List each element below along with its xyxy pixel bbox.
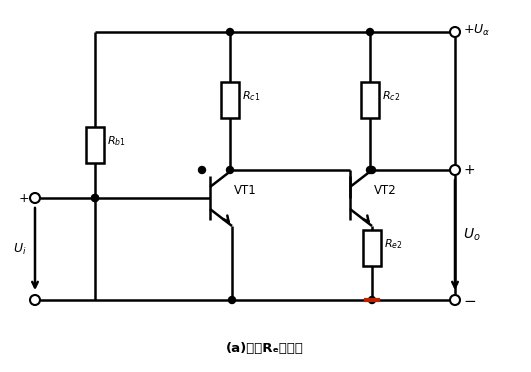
Bar	[361, 82, 379, 118]
Circle shape	[369, 167, 375, 173]
Circle shape	[450, 165, 460, 175]
Circle shape	[366, 29, 373, 35]
Text: VT1: VT1	[234, 183, 257, 196]
Circle shape	[228, 296, 236, 304]
Bar	[221, 82, 239, 118]
Text: VT2: VT2	[374, 183, 397, 196]
Circle shape	[199, 167, 205, 173]
Text: $R_{c1}$: $R_{c1}$	[242, 89, 260, 103]
Circle shape	[91, 195, 98, 202]
Text: $+$: $+$	[19, 192, 30, 205]
Text: $-$: $-$	[463, 292, 476, 308]
Circle shape	[450, 295, 460, 305]
Text: $U_i$: $U_i$	[13, 241, 27, 257]
Circle shape	[366, 167, 373, 173]
Text: $R_{b1}$: $R_{b1}$	[107, 134, 126, 148]
Text: $R_{e2}$: $R_{e2}$	[384, 237, 402, 251]
Text: $U_o$: $U_o$	[463, 227, 481, 243]
Circle shape	[227, 167, 234, 173]
Text: $+$: $+$	[463, 163, 475, 177]
Text: $+U_{\alpha}$: $+U_{\alpha}$	[463, 22, 490, 38]
Bar	[363, 230, 381, 266]
Circle shape	[30, 193, 40, 203]
Circle shape	[450, 27, 460, 37]
Text: $R_{c2}$: $R_{c2}$	[382, 89, 400, 103]
Circle shape	[30, 295, 40, 305]
Circle shape	[227, 29, 234, 35]
Text: (a)接入Rₑ的电路: (a)接入Rₑ的电路	[226, 341, 304, 355]
Circle shape	[91, 195, 98, 202]
Bar	[86, 127, 104, 163]
Circle shape	[369, 296, 375, 304]
